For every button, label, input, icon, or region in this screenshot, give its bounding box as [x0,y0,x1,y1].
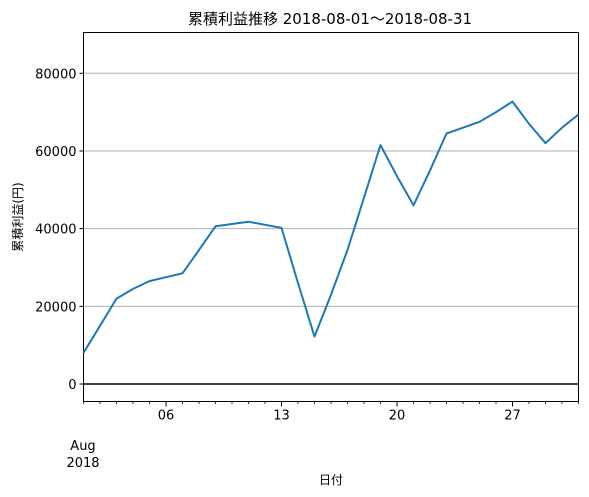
x-tick-label: 13 [273,409,290,424]
x-tick-label: 06 [158,409,175,424]
x-offset-month: Aug [70,439,95,454]
y-tick-label: 20000 [35,300,76,315]
x-tick-label: 20 [389,409,406,424]
y-tick-label: 80000 [35,67,76,82]
x-axis: 06 13 20 27 [83,401,579,424]
series-line [82,100,580,354]
plot-area-frame [83,32,579,402]
y-tick-label: 0 [68,378,76,393]
y-tick-label: 40000 [35,223,76,238]
chart-title: 累積利益推移 2018-08-01〜2018-08-31 [188,10,472,28]
gridlines [83,72,579,307]
y-axis-label: 累積利益(円) [10,182,25,251]
y-axis: 0 20000 40000 60000 80000 [35,67,84,393]
series-group [82,100,580,354]
x-offset-year: 2018 [66,456,99,471]
x-axis-label: 日付 [319,473,343,487]
x-tick-label: 27 [504,409,521,424]
y-tick-label: 60000 [35,145,76,160]
